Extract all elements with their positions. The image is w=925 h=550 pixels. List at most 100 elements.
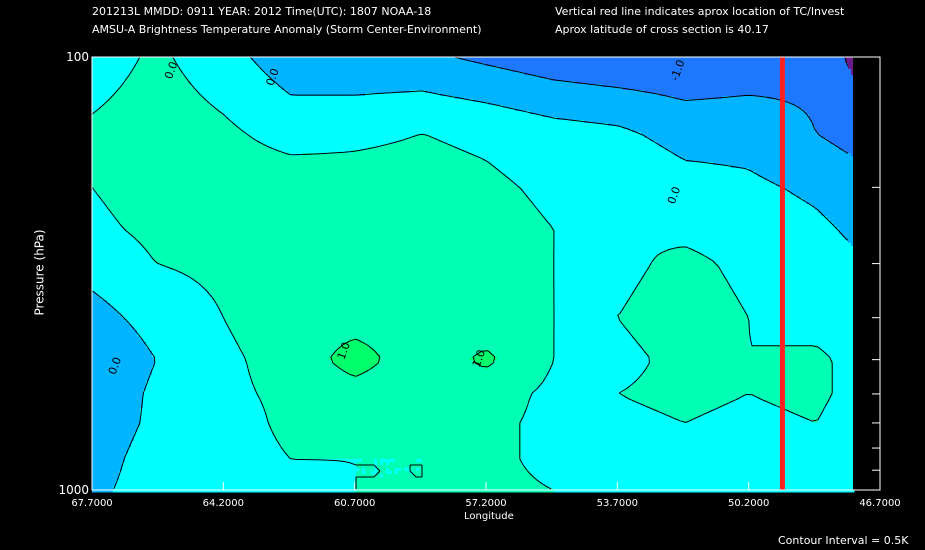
anomaly-cell: [317, 96, 321, 100]
anomaly-cell: [758, 66, 762, 70]
anomaly-cell: [809, 105, 813, 109]
anomaly-cell: [404, 78, 408, 82]
anomaly-cell: [737, 90, 741, 94]
anomaly-cell: [749, 63, 753, 67]
anomaly-cell: [719, 72, 723, 76]
anomaly-cell: [794, 93, 798, 97]
anomaly-cell: [698, 60, 702, 64]
anomaly-cell: [92, 84, 96, 88]
anomaly-cell: [116, 84, 120, 88]
anomaly-cell: [98, 102, 102, 106]
anomaly-cell: [167, 108, 171, 112]
anomaly-cell: [158, 69, 162, 73]
anomaly-cell: [113, 90, 117, 94]
anomaly-cell: [200, 78, 204, 82]
anomaly-cell: [137, 66, 141, 70]
anomaly-cell: [479, 96, 483, 100]
anomaly-cell: [470, 114, 474, 118]
anomaly-cell: [293, 87, 297, 91]
anomaly-cell: [227, 66, 231, 70]
anomaly-cell: [836, 60, 840, 64]
anomaly-cell: [704, 84, 708, 88]
anomaly-cell: [230, 66, 234, 70]
anomaly-cell: [467, 69, 471, 73]
anomaly-cell: [563, 108, 567, 112]
anomaly-cell: [659, 87, 663, 91]
anomaly-cell: [542, 90, 546, 94]
anomaly-cell: [569, 63, 573, 67]
anomaly-cell: [425, 72, 429, 76]
anomaly-cell: [353, 69, 357, 73]
anomaly-cell: [113, 66, 117, 70]
anomaly-cell: [155, 114, 159, 118]
anomaly-cell: [584, 90, 588, 94]
anomaly-cell: [392, 108, 396, 112]
anomaly-cell: [353, 99, 357, 103]
anomaly-cell: [593, 72, 597, 76]
anomaly-cell: [101, 75, 105, 79]
anomaly-cell: [527, 102, 531, 106]
anomaly-cell: [533, 111, 537, 115]
anomaly-cell: [674, 90, 678, 94]
anomaly-cell: [758, 102, 762, 106]
anomaly-cell: [443, 87, 447, 91]
anomaly-cell: [371, 87, 375, 91]
anomaly-cell: [404, 105, 408, 109]
anomaly-cell: [449, 90, 453, 94]
anomaly-cell: [311, 60, 315, 64]
anomaly-cell: [500, 90, 504, 94]
anomaly-cell: [401, 111, 405, 115]
anomaly-cell: [116, 99, 120, 103]
anomaly-cell: [485, 72, 489, 76]
anomaly-cell: [479, 99, 483, 103]
anomaly-cell: [293, 99, 297, 103]
anomaly-cell: [485, 105, 489, 109]
anomaly-cell: [284, 75, 288, 79]
anomaly-cell: [710, 111, 714, 115]
anomaly-cell: [818, 96, 822, 100]
anomaly-cell: [551, 72, 555, 76]
anomaly-cell: [746, 72, 750, 76]
anomaly-cell: [668, 99, 672, 103]
anomaly-cell: [710, 63, 714, 67]
anomaly-cell: [134, 99, 138, 103]
anomaly-cell: [353, 87, 357, 91]
anomaly-cell: [791, 108, 795, 112]
anomaly-cell: [350, 87, 354, 91]
anomaly-cell: [494, 99, 498, 103]
anomaly-cell: [593, 60, 597, 64]
anomaly-cell: [716, 99, 720, 103]
anomaly-cell: [398, 81, 402, 85]
anomaly-cell: [533, 87, 537, 91]
anomaly-cell: [332, 105, 336, 109]
anomaly-cell: [770, 105, 774, 109]
anomaly-cell: [338, 111, 342, 115]
anomaly-cell: [620, 66, 624, 70]
anomaly-cell: [332, 96, 336, 100]
anomaly-cell: [425, 63, 429, 67]
anomaly-cell: [470, 108, 474, 112]
anomaly-cell: [512, 72, 516, 76]
anomaly-cell: [278, 102, 282, 106]
anomaly-cell: [299, 75, 303, 79]
anomaly-cell: [803, 108, 807, 112]
anomaly-cell: [728, 87, 732, 91]
anomaly-cell: [563, 99, 567, 103]
anomaly-cell: [257, 108, 261, 112]
anomaly-cell: [473, 81, 477, 85]
anomaly-cell: [620, 81, 624, 85]
anomaly-cell: [773, 66, 777, 70]
anomaly-cell: [806, 99, 810, 103]
anomaly-cell: [170, 102, 174, 106]
anomaly-cell: [578, 93, 582, 97]
anomaly-cell: [653, 81, 657, 85]
anomaly-cell: [599, 90, 603, 94]
anomaly-cell: [368, 60, 372, 64]
anomaly-cell: [401, 99, 405, 103]
anomaly-cell: [791, 66, 795, 70]
anomaly-cell: [728, 57, 732, 61]
anomaly-cell: [227, 90, 231, 94]
anomaly-cell: [518, 87, 522, 91]
anomaly-cell: [449, 63, 453, 67]
anomaly-cell: [200, 99, 204, 103]
